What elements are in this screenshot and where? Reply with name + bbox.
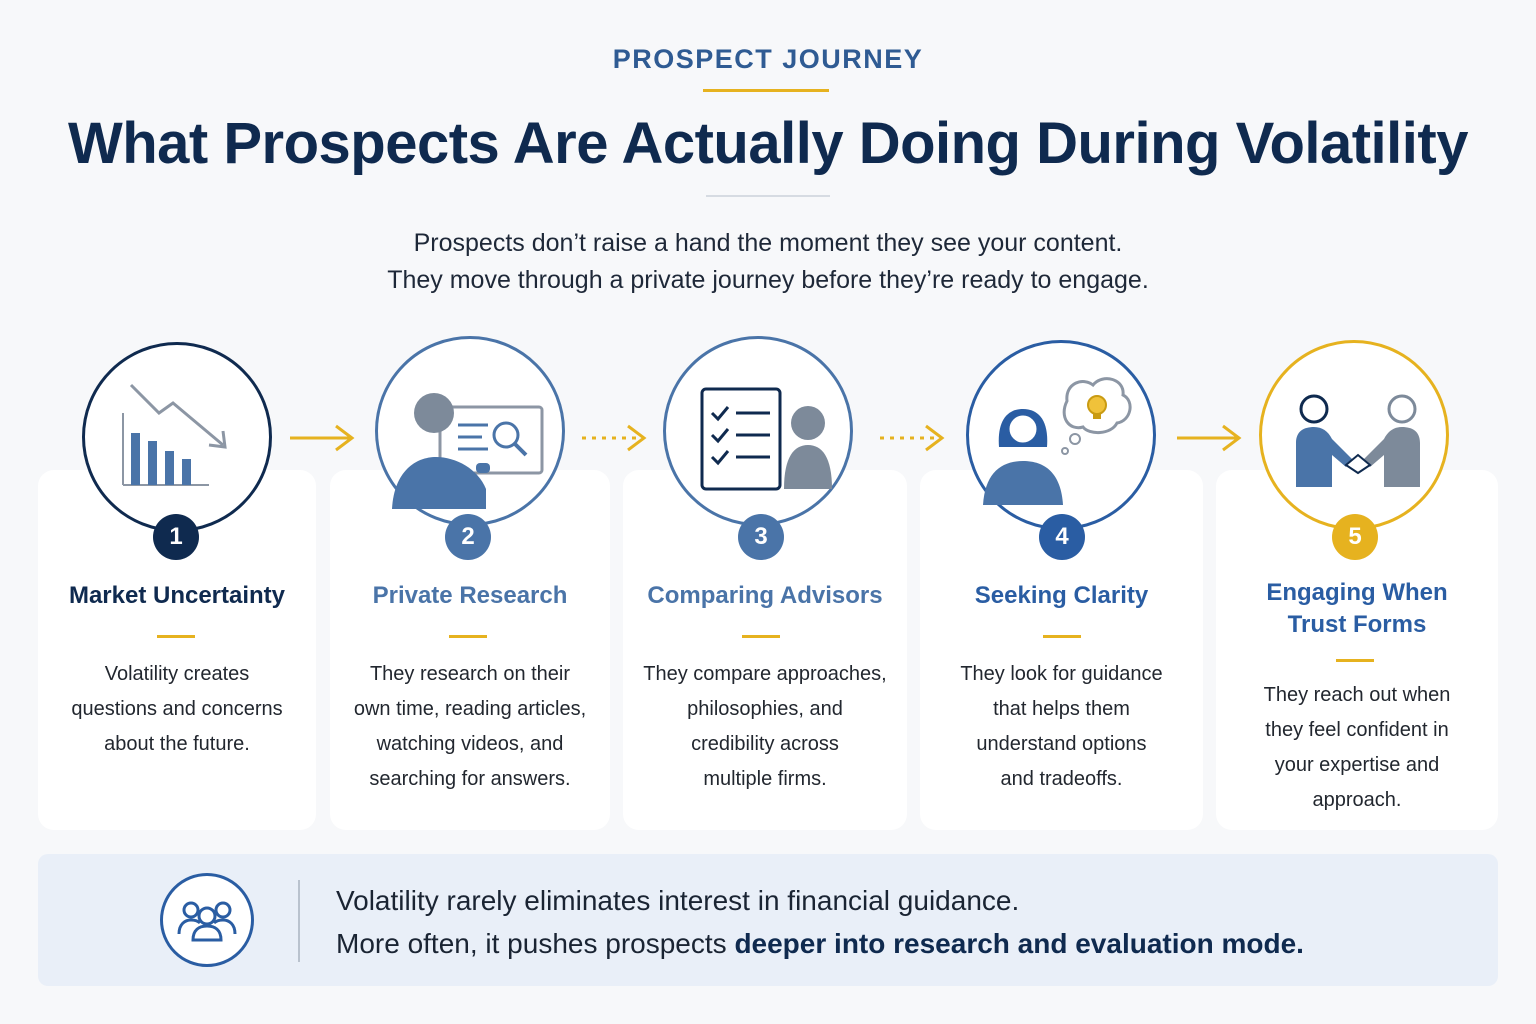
callout-text: Volatility rarely eliminates interest in…: [336, 879, 1304, 965]
dotted-arrow-right-icon: [880, 424, 945, 452]
step-description: They research on their own time, reading…: [353, 663, 587, 790]
page-subtitle: Prospects don’t raise a hand the moment …: [0, 225, 1536, 299]
dotted-arrow-right-icon: [582, 424, 647, 452]
person-laptop-search-icon: [392, 393, 544, 509]
step-title-underline: [742, 635, 780, 638]
step-number-badge: 4: [1039, 514, 1085, 560]
eyebrow-label: PROSPECT JOURNEY: [612, 44, 924, 74]
step-3-icon-circle: [663, 336, 853, 526]
callout-divider: [298, 880, 300, 962]
step-title-underline: [449, 635, 487, 638]
callout-icon-circle: [160, 873, 254, 967]
callout-panel: [38, 854, 1498, 986]
step-title: Comparing Advisors: [647, 582, 883, 609]
step-number-badge: 5: [1332, 514, 1378, 560]
step-5-icon-circle: [1259, 340, 1449, 530]
step-description: Volatility creates questions and concern…: [71, 663, 283, 755]
step-title: Private Research: [372, 582, 568, 609]
checklist-person-icon: [700, 387, 832, 491]
step-title: Seeking Clarity: [974, 582, 1149, 609]
person-lightbulb-thought-icon: [983, 377, 1132, 505]
step-description: They reach out when they feel confident …: [1263, 684, 1451, 811]
step-title-underline: [1043, 635, 1081, 638]
subtitle-line-2: They move through a private journey befo…: [387, 266, 1149, 294]
people-group-icon: [177, 901, 237, 942]
step-2-icon-circle: [375, 336, 565, 526]
declining-chart-icon: [122, 383, 227, 486]
callout-emphasis: deeper into research and evaluation mode…: [734, 928, 1304, 959]
callout-line-1: Volatility rarely eliminates interest in…: [336, 885, 1020, 916]
page-title: What Prospects Are Actually Doing During…: [68, 111, 1468, 176]
handshake-icon: [1296, 394, 1420, 487]
arrow-right-icon: [1177, 424, 1242, 452]
step-number-badge: 3: [738, 514, 784, 560]
step-title: Market Uncertainty: [68, 582, 286, 609]
step-4-icon-circle: [966, 340, 1156, 530]
step-title-underline: [157, 635, 195, 638]
title-divider: [706, 195, 830, 197]
step-title-underline: [1336, 659, 1374, 662]
step-1-icon-circle: [82, 342, 272, 532]
step-description: They compare approaches, philosophies, a…: [643, 663, 887, 790]
step-number-badge: 1: [153, 514, 199, 560]
callout-line-2: More often, it pushes prospects deeper i…: [336, 928, 1304, 959]
arrow-right-icon: [290, 424, 355, 452]
step-description: They look for guidance that helps them u…: [960, 663, 1163, 790]
subtitle-line-1: Prospects don’t raise a hand the moment …: [413, 229, 1123, 257]
step-number-badge: 2: [445, 514, 491, 560]
step-title: Engaging When Trust Forms: [1266, 579, 1448, 638]
eyebrow-underline: [703, 89, 829, 92]
